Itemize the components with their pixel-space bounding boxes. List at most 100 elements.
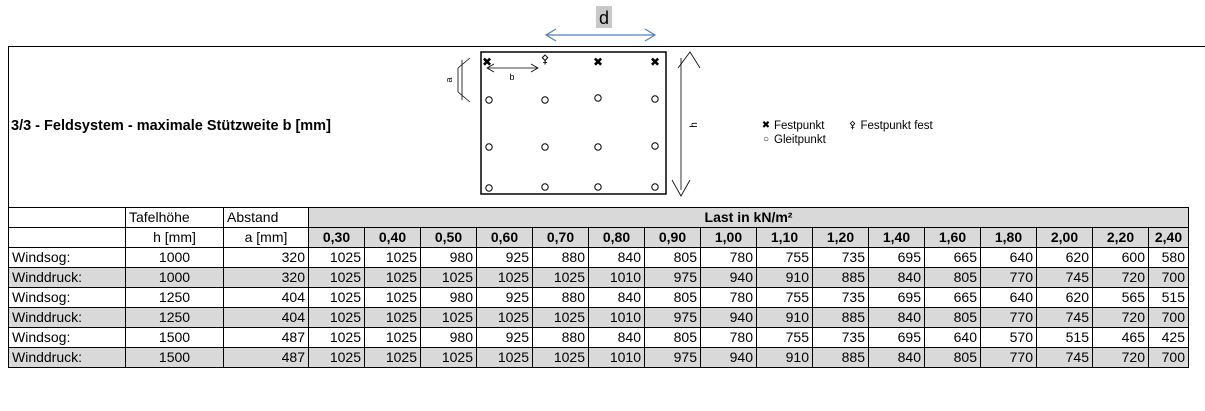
load-header: 1,80 [980,227,1037,248]
legend: ✖ Festpunkt ⚴ Festpunkt fest ○ Gleitpunk… [760,119,933,147]
table-cell: 700 [1148,307,1189,328]
table-cell: 1025 [532,307,589,328]
table-cell: 620 [1036,287,1093,308]
system-diagram: d a b h ✖ ⚴ ✖ ✖ [444,6,701,197]
table-cell: 780 [700,287,757,308]
b-label: b [509,72,514,82]
col-abstand: Abstand [223,207,309,228]
table-cell: 745 [1036,267,1093,288]
table-cell: 780 [700,247,757,268]
table-cell: 640 [924,327,981,348]
table-cell: 1025 [364,267,421,288]
festpunkt-icon: ✖ [482,55,492,69]
table-cell: 880 [532,247,589,268]
table-cell: 910 [756,347,813,368]
gleitpunkt-icon [651,95,659,103]
load-header: 0,90 [644,227,701,248]
table-cell: 425 [1148,327,1189,348]
table-cell: 745 [1036,347,1093,368]
table-cell: 885 [812,267,869,288]
legend-festpunkt-fest: Festpunkt fest [860,120,933,132]
row-h: 1250 [125,287,224,308]
row-a: 320 [223,267,309,288]
table-row: Winddruck: 1000 320 1025 1025 1025 1025 1025 101… [8,267,1189,288]
gleitpunkt-icon [541,96,549,104]
table-cell: 1025 [476,347,533,368]
col-tafelhoehe: Tafelhöhe [125,207,224,228]
load-header: 1,60 [924,227,981,248]
table-cell: 975 [644,267,701,288]
table-cell: 600 [1092,247,1149,268]
load-header: 0,40 [364,227,421,248]
row-a: 404 [223,287,309,308]
table-cell: 840 [868,267,925,288]
row-h: 1500 [125,327,224,348]
table-cell: 1025 [308,247,365,268]
table-cell: 720 [1092,347,1149,368]
table-cell: 515 [1148,287,1189,308]
festpunkt-fest-icon: ⚴ [541,52,550,66]
legend-row-1: ✖ Festpunkt ⚴ Festpunkt fest [760,119,933,133]
gleitpunkt-icon: ○ [762,134,770,145]
load-header: 0,60 [476,227,533,248]
table-cell: 925 [476,287,533,308]
row-label: Winddruck: [8,347,126,368]
table-cell: 910 [756,267,813,288]
row-a: 320 [223,247,309,268]
table-cell: 1025 [308,347,365,368]
h-dimension-bottom [671,179,691,197]
row-label: Winddruck: [8,267,126,288]
header-row-2: h [mm] a [mm] 0,30 0,40 0,50 0,60 0,70 0,80 0,… [8,227,1189,248]
table-cell: 805 [644,247,701,268]
table-cell: 925 [476,247,533,268]
table-cell: 975 [644,347,701,368]
table-cell: 910 [756,307,813,328]
empty-header-cell [8,207,126,228]
table-cell: 980 [420,287,477,308]
page-title: 3/3 - Feldsystem - maximale Stützweite b… [11,118,331,134]
h-dimension-top [677,51,701,69]
row-h: 1000 [125,247,224,268]
d-label-box [596,6,612,28]
table-cell: 770 [980,267,1037,288]
table-row: Windsog: 1000 320 1025 1025 980 925 880 840 805 78… [8,247,1189,268]
table-cell: 940 [700,307,757,328]
table-cell: 1010 [588,267,645,288]
legend-row-2: ○ Gleitpunkt [760,133,933,147]
support-span-table: Tafelhöhe Abstand Last in kN/m² h [mm] a… [8,207,1189,368]
header-row-1: Tafelhöhe Abstand Last in kN/m² [8,207,1189,228]
load-header: 2,40 [1148,227,1189,248]
table-cell: 1025 [420,347,477,368]
gleitpunkt-icon [485,184,493,192]
table-cell: 745 [1036,307,1093,328]
gleitpunkt-grid [485,94,659,192]
table-cell: 1025 [308,287,365,308]
a-dimension [457,57,471,103]
table-cell: 580 [1148,247,1189,268]
table-cell: 1025 [532,347,589,368]
table-cell: 1025 [364,347,421,368]
festpunkt-icon: ✖ [761,120,771,131]
h-label: h [689,122,700,128]
table-cell: 840 [588,287,645,308]
gleitpunkt-icon [485,96,493,104]
last-header: Last in kN/m² [308,207,1189,228]
table-cell: 720 [1092,267,1149,288]
row-label: Winddruck: [8,307,126,328]
table-cell: 620 [1036,247,1093,268]
table-cell: 570 [980,327,1037,348]
table-cell: 840 [588,247,645,268]
table-cell: 565 [1092,287,1149,308]
load-header: 0,30 [308,227,365,248]
table-cell: 1025 [308,307,365,328]
table-cell: 885 [812,347,869,368]
gleitpunkt-icon [541,143,549,151]
row-h: 1250 [125,307,224,328]
table-cell: 1025 [308,267,365,288]
load-header: 2,20 [1092,227,1149,248]
table-cell: 755 [756,247,813,268]
header-box [8,46,1205,207]
table-cell: 805 [644,287,701,308]
table-cell: 1025 [364,247,421,268]
panel-rect [480,51,667,195]
